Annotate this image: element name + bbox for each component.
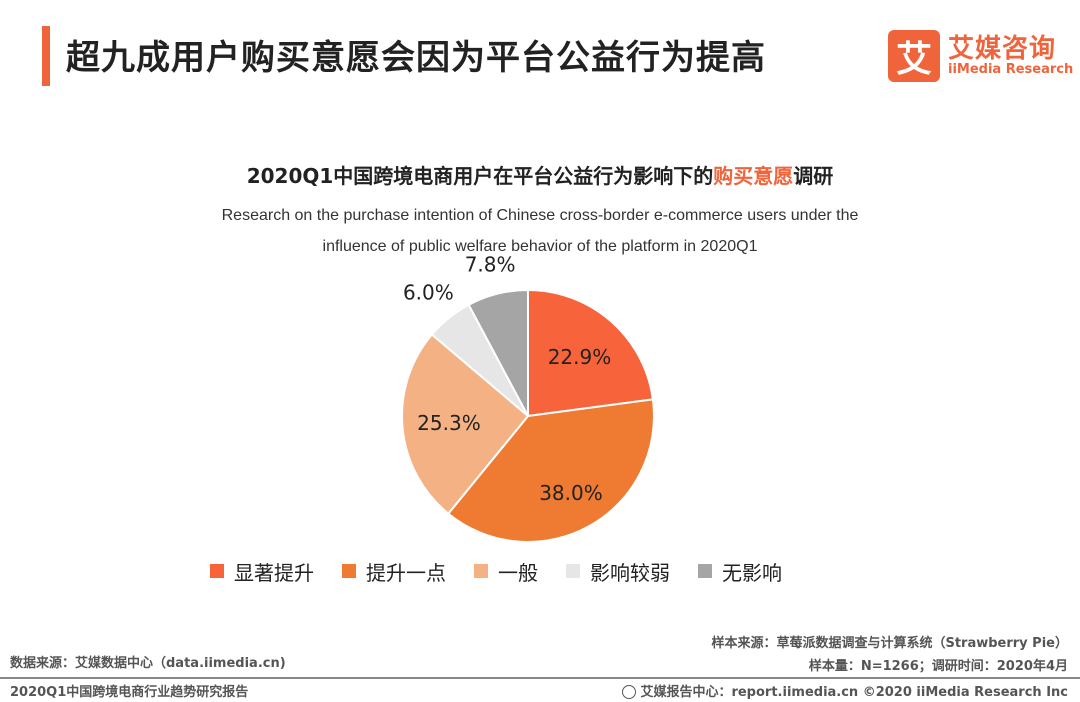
report-name: 2020Q1中国跨境电商行业趋势研究报告 <box>10 685 249 700</box>
legend-label-3: 一般 <box>498 560 538 585</box>
sample-size: 样本量：N=1266；调研时间：2020年4月 <box>808 659 1068 674</box>
chart-legend: 显著提升 提升一点 一般 影响较弱 无影响 <box>210 556 890 586</box>
report-center: 艾媒报告中心：report.iimedia.cn ©2020 iiMedia R… <box>622 681 1068 700</box>
legend-label-4: 影响较弱 <box>590 560 670 585</box>
iimedia-logo[interactable]: 艾 艾媒咨询 iiMedia Research <box>888 30 1073 82</box>
report-center-text: 艾媒报告中心：report.iimedia.cn ©2020 iiMedia R… <box>640 685 1068 700</box>
legend-swatch-1 <box>210 564 224 578</box>
slice-label-5: 7.8% <box>465 252 516 276</box>
pie-slice-1 <box>527 288 655 418</box>
legend-swatch-4 <box>566 564 580 578</box>
slice-label-1: 22.9% <box>548 345 612 369</box>
page-title: 超九成用户购买意愿会因为平台公益行为提高 <box>66 38 766 78</box>
slice-label-4: 6.0% <box>403 280 454 304</box>
logo-chinese-name: 艾媒咨询 <box>948 34 1057 64</box>
sample-source: 样本来源：草莓派数据调查与计算系统（Strawberry Pie） <box>711 636 1068 651</box>
pie-slice-5 <box>467 288 529 417</box>
legend-item-4: 影响较弱 <box>566 557 670 586</box>
legend-label-5: 无影响 <box>722 560 782 585</box>
logo-english-name: iiMedia Research <box>948 62 1074 77</box>
legend-swatch-5 <box>698 564 712 578</box>
pie-slice-2 <box>446 398 655 543</box>
legend-label-2: 提升一点 <box>366 560 446 585</box>
globe-icon <box>622 685 637 699</box>
chart-title: 2020Q1中国跨境电商用户在平台公益行为影响下的购买意愿调研 <box>0 160 1080 189</box>
logo-mark-icon: 艾 <box>888 30 940 82</box>
footer-divider <box>0 677 1080 679</box>
legend-swatch-3 <box>474 564 488 578</box>
pie-slice-3 <box>401 333 530 515</box>
legend-item-1: 显著提升 <box>210 557 314 586</box>
chart-subtitle-line2: influence of public welfare behavior of … <box>322 238 758 255</box>
legend-item-2: 提升一点 <box>342 557 446 586</box>
chart-title-suffix: 调研 <box>793 164 834 188</box>
chart-title-prefix: 2020Q1中国跨境电商用户在平台公益行为影响下的 <box>246 164 714 188</box>
slice-label-3: 25.3% <box>417 411 481 435</box>
chart-subtitle-line1: Research on the purchase intention of Ch… <box>221 207 859 224</box>
chart-subtitle: Research on the purchase intention of Ch… <box>120 200 960 262</box>
title-accent-bar <box>42 26 50 86</box>
legend-swatch-2 <box>342 564 356 578</box>
slice-label-2: 38.0% <box>539 481 603 505</box>
legend-label-1: 显著提升 <box>234 560 314 585</box>
legend-item-5: 无影响 <box>698 557 782 586</box>
legend-item-3: 一般 <box>474 557 538 586</box>
chart-title-highlight: 购买意愿 <box>713 164 794 188</box>
data-source: 数据来源：艾媒数据中心（data.iimedia.cn) <box>10 656 286 671</box>
